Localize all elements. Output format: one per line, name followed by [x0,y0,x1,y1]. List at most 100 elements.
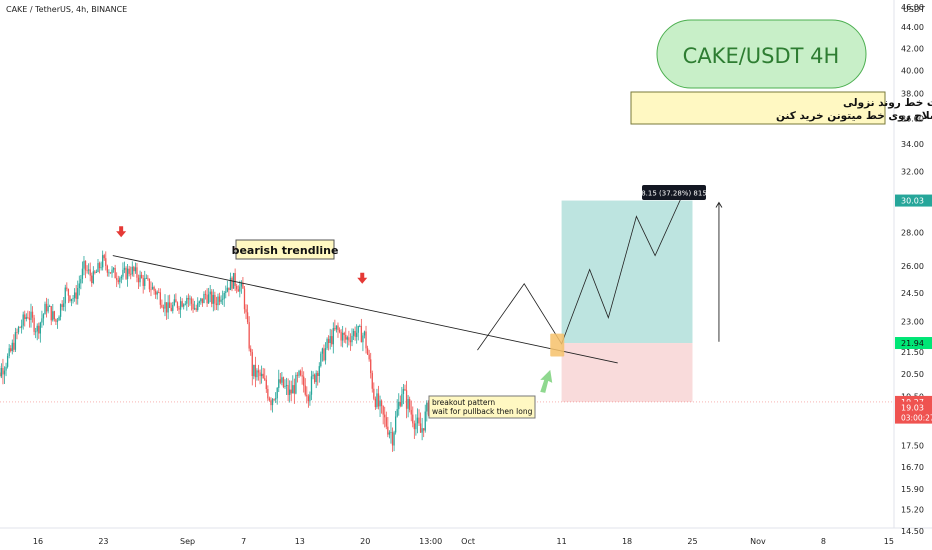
candle [133,265,135,277]
candle-body [262,373,264,379]
candle [264,368,266,382]
candle [418,409,420,426]
candle [423,428,425,438]
candle-body [53,311,56,320]
price-axis-tick: 28.00 [901,228,924,237]
candle-body [209,291,211,295]
candle [103,253,105,261]
candle [164,294,166,317]
candle-body [49,306,51,307]
candle-body [251,352,253,377]
candle-body [112,267,115,270]
candle-body [206,294,208,304]
candle-body [363,331,366,336]
candle-body [87,269,90,271]
price-axis-tick: 23.00 [901,318,924,327]
candle-body [176,302,179,309]
candle [296,372,299,383]
candle-body [226,287,228,292]
candle-body [212,294,214,304]
candle-body [331,336,333,345]
candle [6,353,9,369]
candle-body [119,278,121,283]
candle [134,262,137,274]
candle [123,261,126,274]
candle [303,371,305,393]
candle-body [290,389,292,394]
candle-body [151,286,154,290]
candle-body [73,292,76,299]
candle-body [345,334,347,340]
candle-body [153,286,155,291]
candle-body [231,277,233,289]
candle [259,369,261,385]
candle-body [312,374,314,377]
candle-body [413,423,415,430]
candle [331,329,333,347]
candle [334,319,336,332]
candle [47,298,49,314]
time-axis-tick: 15 [884,537,894,546]
candle [371,370,373,393]
candle [125,266,127,280]
candle-body [265,379,267,390]
candle-body [396,409,398,417]
candle-body [140,274,143,278]
candle [187,293,190,308]
candle-body [58,316,60,321]
candle [229,272,232,291]
candle [265,375,267,393]
candle [25,313,27,322]
candle-body [256,370,258,378]
candle [58,315,60,321]
candle [310,370,313,401]
candle-body [97,263,99,273]
candle [413,420,415,439]
candle [220,295,222,304]
symbol-title[interactable]: CAKE / TetherUS, 4h, BINANCE [6,5,127,14]
candle [360,318,363,343]
price-axis-panel[interactable] [894,0,932,550]
candle-body [173,299,176,306]
candle-body [368,354,370,360]
candle-body [222,298,224,300]
candle [156,290,158,300]
candle [89,262,91,282]
candle-body [11,342,13,352]
candle-body [399,401,401,406]
candle [50,305,52,326]
candle [346,335,348,348]
candle-body [301,375,303,377]
candle [100,261,102,271]
candle-body [67,289,70,296]
candle [193,300,196,311]
candle-body [393,432,395,446]
candle [295,372,297,395]
candle [384,406,386,428]
candle-body [415,423,417,430]
candle [39,321,41,343]
candle-body [292,385,294,394]
candle-body [89,269,91,276]
candle-body [70,298,73,302]
candle-body [236,285,238,290]
candle [274,392,277,403]
candle-body [125,267,127,279]
candle-body [201,298,204,304]
candle-body [348,337,350,341]
candle-body [120,276,123,279]
candle-body [190,298,193,304]
candle-body [142,277,144,286]
candle [211,289,213,308]
candle-body [421,428,423,433]
candle-body [117,280,119,283]
candle [206,288,208,307]
candle-body [10,348,12,352]
time-axis-tick: 16 [33,537,43,546]
candle [122,262,124,280]
candle [167,295,169,320]
candle [412,406,414,428]
candle [352,328,355,340]
candle [102,250,104,271]
